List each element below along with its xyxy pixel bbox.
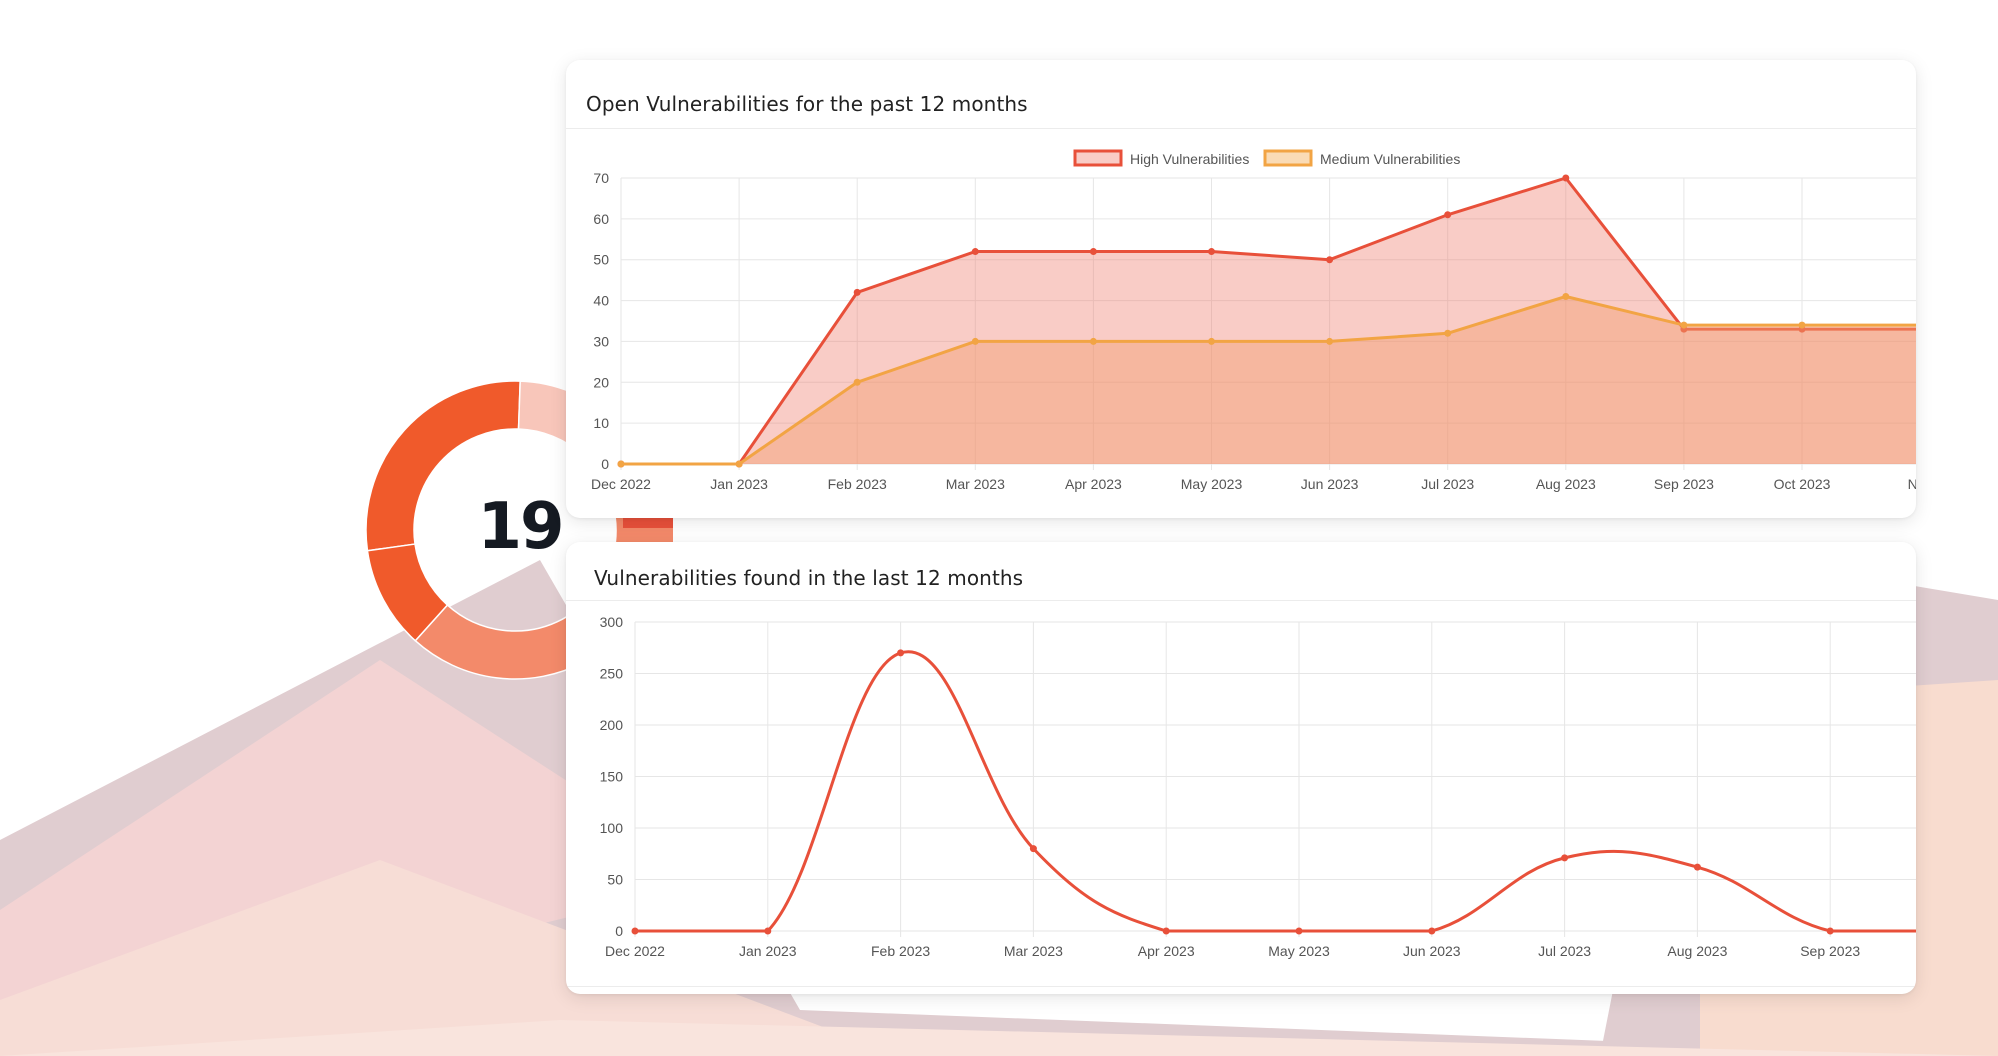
x-tick-label: Feb 2023 bbox=[871, 943, 930, 959]
series-medium-point bbox=[1680, 321, 1688, 329]
y-tick-label: 200 bbox=[600, 717, 624, 733]
x-tick-label: Nov bbox=[1908, 476, 1916, 492]
y-tick-label: 20 bbox=[593, 374, 609, 390]
series-medium-point bbox=[1089, 337, 1097, 345]
donut-legend-swatch-primary bbox=[623, 518, 673, 528]
series-high-point bbox=[1326, 256, 1334, 264]
series-found-line bbox=[635, 650, 1916, 933]
card-footer-divider bbox=[566, 986, 1916, 987]
series-high-point bbox=[1089, 248, 1097, 256]
series-high-area bbox=[621, 178, 1916, 464]
series-found-point bbox=[1428, 927, 1436, 935]
series-medium-point bbox=[1444, 329, 1452, 337]
series-found-point bbox=[1561, 854, 1569, 862]
series-found-point bbox=[1295, 927, 1303, 935]
open-vulnerabilities-chart: 0 10 20 30 40 50 60 70 Dec 2022 Jan 2023 Feb 2023 M… bbox=[591, 149, 1916, 492]
legend-swatch-high bbox=[1073, 149, 1123, 167]
x-tick-label: Jul 2023 bbox=[1421, 476, 1474, 492]
x-tick-label: Apr 2023 bbox=[1065, 476, 1122, 492]
series-medium-point bbox=[735, 460, 743, 468]
series-high-point bbox=[1562, 174, 1570, 182]
series-medium-point bbox=[1562, 292, 1570, 300]
x-tick-label: May 2023 bbox=[1181, 476, 1243, 492]
series-high-point bbox=[1444, 211, 1452, 219]
x-tick-label: Jan 2023 bbox=[710, 476, 768, 492]
x-tick-label: Apr 2023 bbox=[1138, 943, 1195, 959]
y-tick-label: 300 bbox=[600, 614, 624, 630]
legend-label-medium: Medium Vulnerabilities bbox=[1320, 151, 1460, 167]
x-tick-label: Dec 2022 bbox=[591, 476, 651, 492]
vulnerabilities-found-card: Vulnerabilities found in the last 12 mon… bbox=[566, 542, 1916, 994]
legend-swatch-medium bbox=[1263, 149, 1313, 167]
y-tick-label: 250 bbox=[600, 666, 624, 682]
x-tick-label: Aug 2023 bbox=[1667, 943, 1727, 959]
chart-legend: High Vulnerabilities Medium Vulnerabiliti… bbox=[1073, 149, 1460, 167]
vulnerabilities-found-chart: 0 50 100 150 200 250 300 Dec 2022 Jan 2023 Feb 20… bbox=[600, 614, 1916, 959]
y-tick-label: 40 bbox=[593, 293, 609, 309]
card-divider bbox=[566, 128, 1916, 129]
donut-total-value: 19 bbox=[477, 490, 564, 564]
y-tick-label: 10 bbox=[593, 415, 609, 431]
series-high-point bbox=[971, 248, 979, 256]
series-found-point bbox=[764, 927, 772, 935]
card-divider bbox=[566, 600, 1916, 601]
x-tick-label: Sep 2023 bbox=[1800, 943, 1860, 959]
y-tick-label: 50 bbox=[607, 872, 623, 888]
series-high-point bbox=[1208, 248, 1215, 256]
x-tick-label: Jul 2023 bbox=[1538, 943, 1591, 959]
series-found-point bbox=[631, 927, 639, 935]
series-found-point bbox=[897, 649, 905, 657]
x-tick-label: Aug 2023 bbox=[1536, 476, 1596, 492]
series-found-point bbox=[1693, 863, 1701, 871]
legend-label-high: High Vulnerabilities bbox=[1130, 151, 1249, 167]
series-high-point bbox=[853, 288, 861, 296]
vulnerabilities-found-title: Vulnerabilities found in the last 12 mon… bbox=[594, 566, 1024, 590]
y-tick-label: 0 bbox=[601, 456, 609, 472]
y-tick-label: 50 bbox=[593, 252, 609, 268]
series-found-point bbox=[1162, 927, 1170, 935]
y-tick-label: 100 bbox=[600, 820, 624, 836]
x-tick-label: Jun 2023 bbox=[1301, 476, 1359, 492]
x-tick-label: Mar 2023 bbox=[946, 476, 1005, 492]
y-tick-label: 60 bbox=[593, 211, 609, 227]
series-medium-point bbox=[1326, 337, 1334, 345]
x-tick-label: Jun 2023 bbox=[1403, 943, 1461, 959]
open-vulnerabilities-title: Open Vulnerabilities for the past 12 mon… bbox=[586, 92, 1028, 116]
series-found-point bbox=[1029, 845, 1037, 853]
x-tick-label: May 2023 bbox=[1268, 943, 1330, 959]
donut-segment-high-2 bbox=[366, 543, 449, 642]
open-vulnerabilities-card: Open Vulnerabilities for the past 12 mon… bbox=[566, 60, 1916, 518]
x-tick-label: Feb 2023 bbox=[828, 476, 887, 492]
y-tick-label: 30 bbox=[593, 333, 609, 349]
series-medium-point bbox=[617, 460, 625, 468]
x-tick-label: Jan 2023 bbox=[739, 943, 797, 959]
series-medium-point bbox=[971, 337, 979, 345]
x-tick-label: Sep 2023 bbox=[1654, 476, 1714, 492]
y-tick-label: 0 bbox=[615, 923, 623, 939]
x-tick-label: Oct 2023 bbox=[1774, 476, 1831, 492]
series-medium-area bbox=[621, 296, 1916, 464]
y-tick-label: 150 bbox=[600, 769, 624, 785]
donut-legend-swatch-secondary bbox=[623, 528, 673, 542]
y-tick-label: 70 bbox=[593, 170, 609, 186]
series-found-point bbox=[1826, 927, 1834, 935]
series-medium-point bbox=[853, 378, 861, 386]
series-medium-point bbox=[1208, 337, 1215, 345]
series-medium-point bbox=[1798, 321, 1806, 329]
x-tick-label: Dec 2022 bbox=[605, 943, 665, 959]
x-tick-label: Mar 2023 bbox=[1004, 943, 1063, 959]
